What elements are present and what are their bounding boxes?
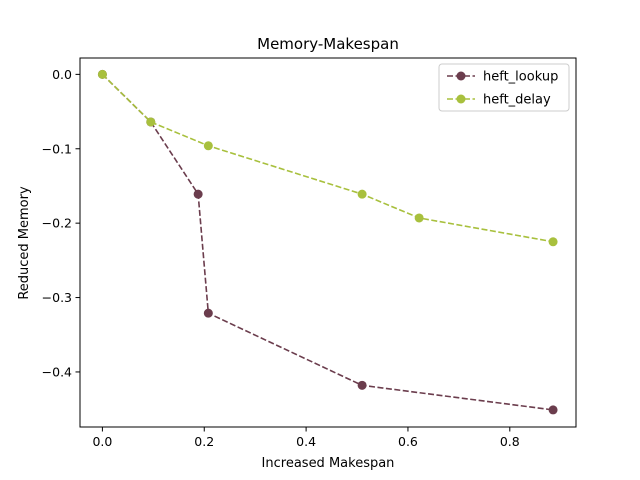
chart-title: Memory-Makespan xyxy=(257,35,399,53)
series-line-heft_delay xyxy=(101,73,554,243)
data-point-heft_lookup-2 xyxy=(193,189,203,199)
x-tick-label-4: 0.8 xyxy=(500,434,520,449)
legend-marker-heft_delay xyxy=(456,94,466,104)
x-axis-label: Increased Makespan xyxy=(262,456,395,471)
data-point-heft_delay-5 xyxy=(548,237,558,247)
x-tick-label-3: 0.6 xyxy=(398,434,418,449)
data-point-heft_lookup-3 xyxy=(203,308,213,318)
plot-area xyxy=(97,69,558,415)
y-tick-label-0: 0.0 xyxy=(52,67,72,82)
legend-label-heft_delay: heft_delay xyxy=(483,93,551,108)
x-tick-label-1: 0.2 xyxy=(194,434,214,449)
legend-label-heft_lookup: heft_lookup xyxy=(483,70,558,85)
x-tick-label-2: 0.4 xyxy=(296,434,316,449)
y-tick-label-1: −0.1 xyxy=(42,141,72,156)
data-point-heft_lookup-4 xyxy=(357,380,367,390)
data-point-heft_delay-4 xyxy=(414,213,424,223)
data-point-heft_delay-3 xyxy=(357,189,367,199)
series-line-heft_lookup xyxy=(101,73,554,411)
x-tick-label-0: 0.0 xyxy=(92,434,112,449)
y-tick-label-2: −0.2 xyxy=(42,216,72,231)
y-tick-label-4: −0.4 xyxy=(42,364,72,379)
legend-marker-heft_lookup xyxy=(456,71,466,81)
y-axis-label: Reduced Memory xyxy=(17,186,32,300)
legend: heft_lookup heft_delay xyxy=(438,63,570,112)
data-point-heft_delay-2 xyxy=(203,141,213,151)
data-point-heft_delay-0 xyxy=(97,69,107,79)
plot-frame xyxy=(79,57,577,428)
data-point-heft_delay-1 xyxy=(146,117,156,127)
y-tick-label-3: −0.3 xyxy=(42,290,72,305)
legend-box xyxy=(438,63,570,112)
axes: 0.0 0.2 0.4 0.6 0.8 0.0 −0.1 −0.2 −0.3 −0.4 xyxy=(42,57,577,449)
data-point-heft_lookup-5 xyxy=(548,405,558,415)
